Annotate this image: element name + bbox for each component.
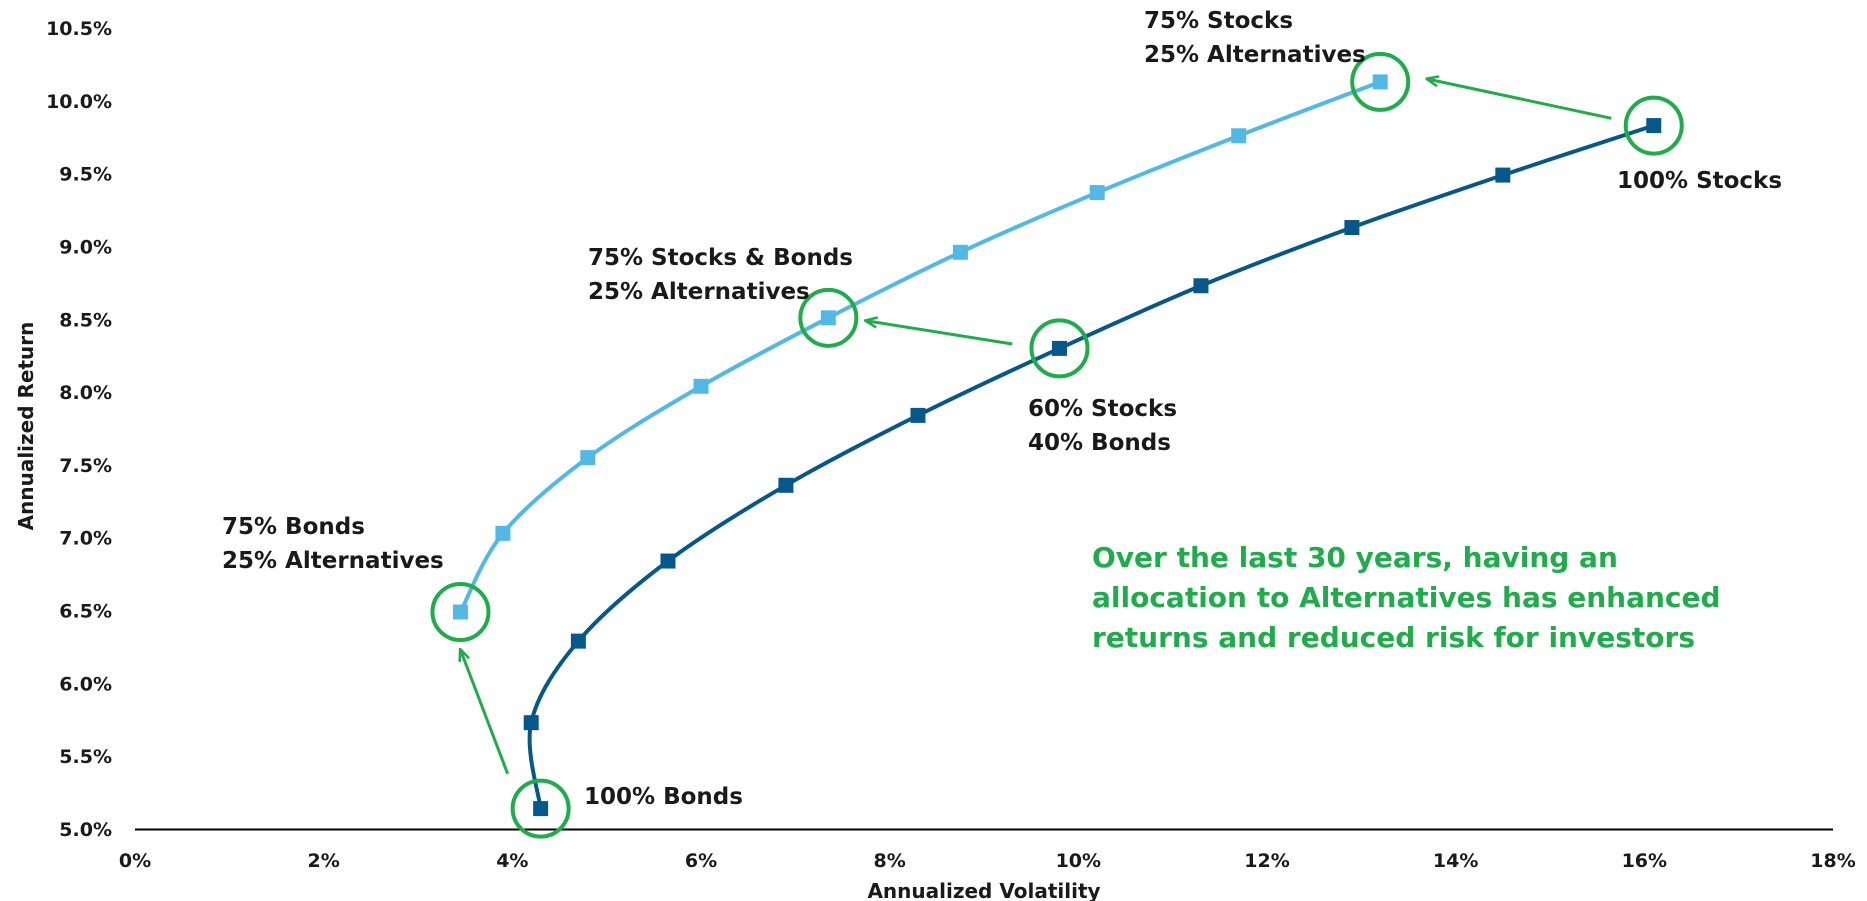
y-tick-labels: 5.0% 5.5% 6.0% 6.5% 7.0% 7.5% 8.0% 8.5% 9.0% 9.5%…	[46, 18, 112, 841]
y-tick-label: 10.0%	[46, 91, 112, 113]
annotation-label: 100% Stocks	[1617, 168, 1782, 194]
highlight-circles	[430, 51, 1684, 839]
y-tick-label: 8.5%	[59, 309, 112, 331]
highlight-circle	[1350, 51, 1411, 112]
annotation-label: 100% Bonds	[584, 784, 743, 810]
x-tick-label: 6%	[685, 850, 717, 872]
series-1-point	[1231, 128, 1247, 144]
series-2-point	[778, 477, 794, 493]
highlight-circle	[1623, 95, 1684, 156]
series-line-2	[527, 123, 1655, 809]
series-2-point	[1646, 118, 1662, 134]
message-box: Over the last 30 years, having an allocat…	[1092, 541, 1721, 654]
y-tick-label: 8.0%	[59, 382, 112, 404]
series-1-point	[1372, 74, 1388, 90]
message-line: Over the last 30 years, having an	[1092, 541, 1618, 574]
series-2-point	[1495, 167, 1511, 183]
x-axis-title: Annualized Volatility	[867, 879, 1100, 901]
series-group	[452, 74, 1662, 817]
y-tick-label: 7.0%	[59, 528, 112, 550]
y-tick-label: 9.5%	[59, 164, 112, 186]
series-2-point	[1344, 220, 1360, 236]
series-2-point	[1051, 340, 1067, 356]
series-1-point	[452, 604, 468, 620]
x-tick-label: 8%	[874, 850, 906, 872]
highlight-arrows	[460, 79, 1612, 775]
message-line: returns and reduced risk for investors	[1092, 621, 1695, 654]
y-tick-label: 5.5%	[59, 746, 112, 768]
y-tick-label: 9.0%	[59, 236, 112, 258]
x-tick-label: 10%	[1056, 850, 1101, 872]
highlight-arrow	[1427, 79, 1612, 120]
y-tick-label: 7.5%	[59, 455, 112, 477]
x-tick-labels: 0% 2% 4% 6% 8% 10% 12% 14% 16% 18%	[119, 850, 1856, 872]
series-1-point	[693, 378, 709, 394]
series-line-1	[458, 80, 1381, 613]
x-tick-label: 0%	[119, 850, 151, 872]
annotation-label: 75% Stocks & Bonds	[588, 245, 853, 271]
annotation-label: 75% Bonds	[222, 514, 365, 540]
series-2-point	[910, 407, 926, 423]
x-tick-label: 2%	[308, 850, 340, 872]
annotation-label: 40% Bonds	[1028, 430, 1171, 456]
highlight-circle	[510, 778, 571, 839]
highlight-circle	[430, 582, 491, 643]
series-2-point	[1193, 278, 1209, 294]
series-1-point	[952, 244, 968, 260]
annotation-label: 75% Stocks	[1144, 8, 1293, 34]
x-tick-label: 16%	[1622, 850, 1667, 872]
series-1-point	[1089, 185, 1105, 201]
series-2-point	[570, 633, 586, 649]
series-2-point	[660, 553, 676, 569]
series-1-point	[495, 525, 511, 541]
annotation-label: 25% Alternatives	[588, 279, 810, 305]
highlight-arrow	[460, 650, 510, 775]
y-tick-label: 6.0%	[59, 673, 112, 695]
annotation-label: 25% Alternatives	[222, 548, 444, 574]
x-tick-label: 4%	[496, 850, 528, 872]
series-1-point	[820, 310, 836, 326]
y-axis-title: Annualized Return	[14, 322, 38, 531]
x-tick-label: 18%	[1810, 850, 1855, 872]
annotation-label: 25% Alternatives	[1144, 42, 1366, 68]
x-tick-label: 14%	[1433, 850, 1478, 872]
y-tick-label: 5.0%	[59, 819, 112, 841]
series-2-point	[523, 715, 539, 731]
message-line: allocation to Alternatives has enhanced	[1092, 581, 1721, 614]
series-1-point	[580, 450, 596, 466]
annotations: 100% Bonds 75% Bonds 25% Alternatives 60% S…	[222, 8, 1782, 810]
highlight-circle	[798, 287, 859, 348]
annotation-label: 60% Stocks	[1028, 396, 1177, 422]
highlight-circle	[1029, 318, 1090, 379]
series-2-point	[533, 801, 549, 817]
y-tick-label: 10.5%	[46, 18, 112, 40]
highlight-arrow	[866, 321, 1013, 346]
x-tick-label: 12%	[1244, 850, 1289, 872]
y-tick-label: 6.5%	[59, 601, 112, 623]
